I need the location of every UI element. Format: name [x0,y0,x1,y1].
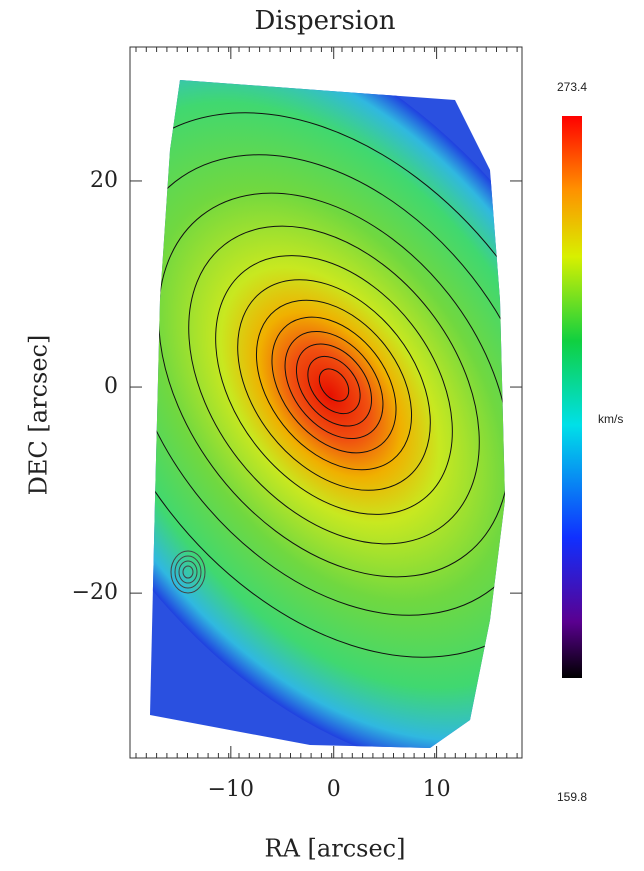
map [0,0,644,866]
colorbar [562,116,582,678]
y-tick-label: −20 [72,580,118,605]
x-axis-label: RA [arcsec] [265,835,406,863]
chart-title: Dispersion [254,6,395,36]
y-tick-label: 20 [90,168,118,193]
y-axis-label: DEC [arcsec] [25,335,53,496]
x-tick-label: 0 [327,777,341,802]
colorbar-max: 273.4 [557,80,587,94]
colorbar-label: km/s [598,412,623,426]
colorbar-min: 159.8 [557,790,587,804]
x-tick-label: −10 [208,777,254,802]
y-tick-label: 0 [104,374,118,399]
x-tick-label: 10 [423,777,451,802]
chart: Dispersion RA [arcsec] DEC [arcsec] 273.… [0,0,644,866]
